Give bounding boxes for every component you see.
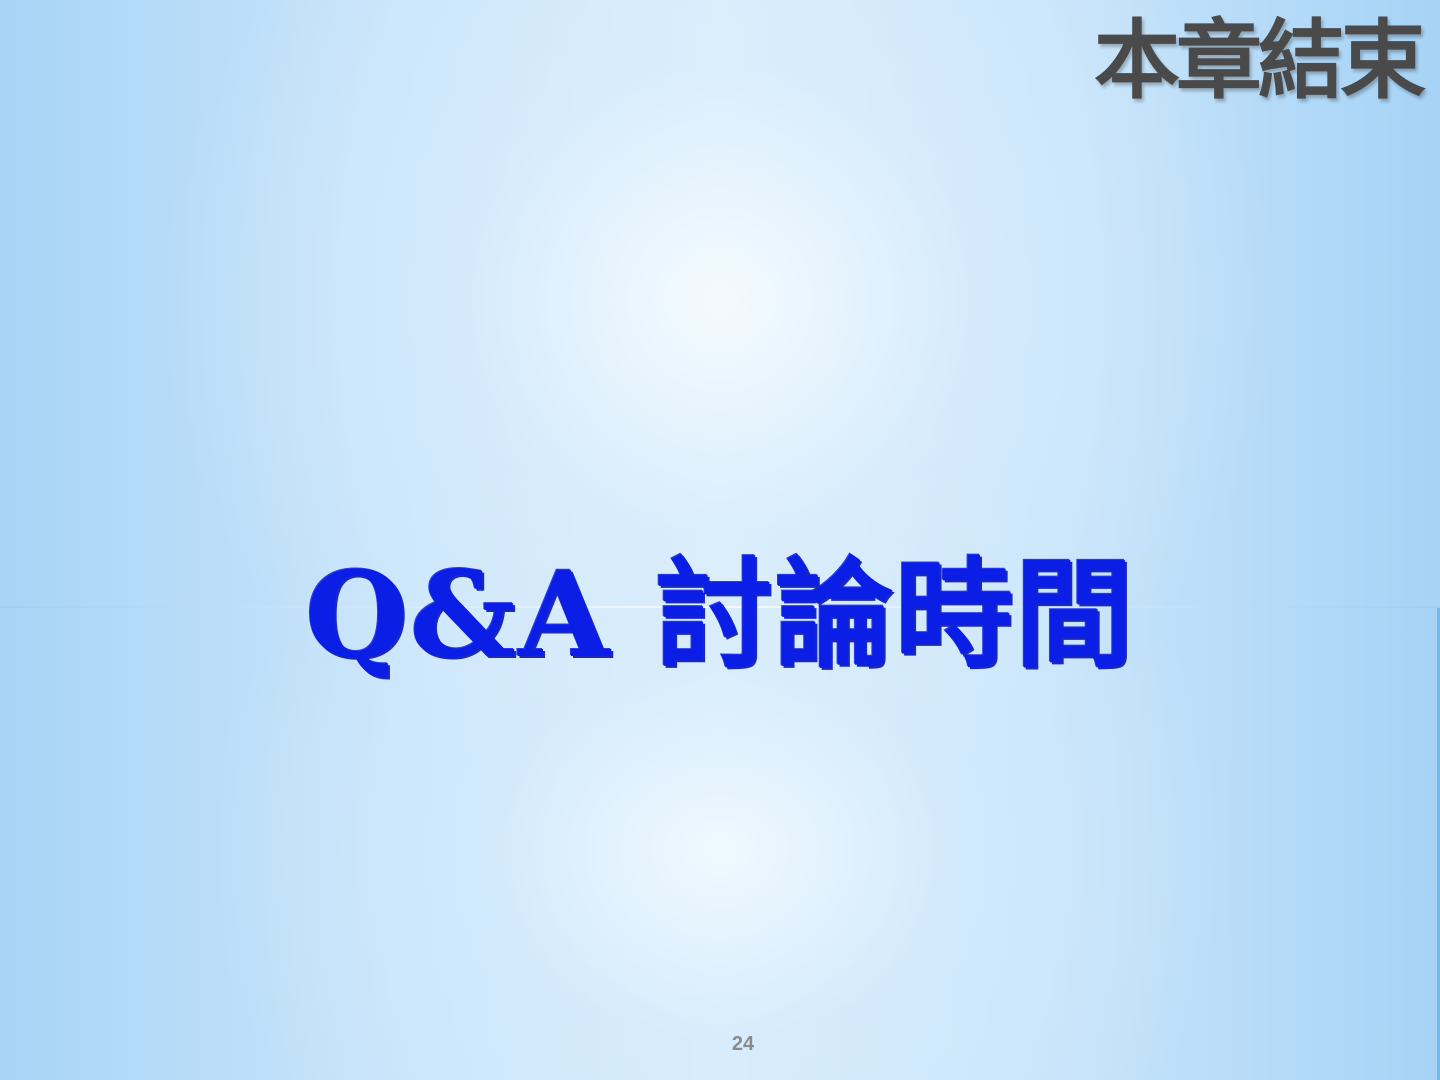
right-edge-accent bbox=[1437, 608, 1440, 1080]
page-number: 24 bbox=[731, 1033, 755, 1055]
horizontal-divider bbox=[0, 606, 1440, 608]
qa-discussion-title: Q&A 討論時間 bbox=[305, 545, 1135, 684]
chapter-end-title: 本章結束 bbox=[1094, 11, 1426, 111]
